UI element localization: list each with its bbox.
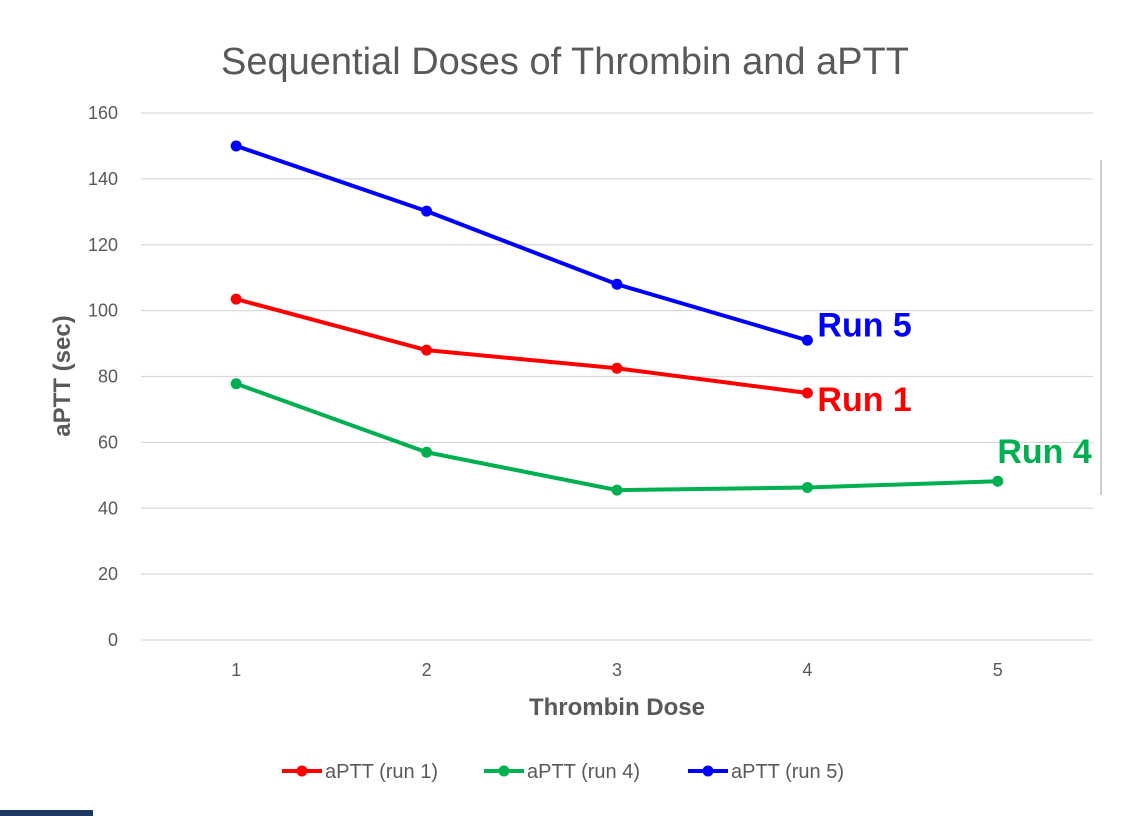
y-tick-label: 20	[98, 564, 118, 584]
data-point	[801, 387, 813, 399]
series-lines	[230, 140, 1004, 496]
x-tick-label: 2	[422, 660, 432, 680]
legend-item: aPTT (run 4)	[484, 761, 640, 783]
x-axis-title: Thrombin Dose	[529, 694, 705, 721]
series-line	[234, 297, 810, 395]
series-annotation: Run 4	[997, 433, 1092, 471]
data-point	[801, 334, 813, 346]
y-tick-label: 0	[108, 630, 118, 650]
y-tick-label: 120	[88, 235, 118, 255]
series-line	[234, 143, 810, 343]
legend-label: aPTT (run 4)	[527, 761, 640, 783]
y-tick-label: 100	[88, 301, 118, 321]
data-point	[992, 475, 1004, 487]
y-tick-label: 40	[98, 498, 118, 518]
legend-item: aPTT (run 5)	[688, 761, 844, 783]
x-tick-label: 5	[993, 660, 1003, 680]
series-annotation: Run 5	[817, 306, 911, 344]
series	[230, 378, 1004, 496]
data-point	[421, 344, 433, 356]
gridlines	[141, 112, 1093, 641]
series-annotations: Run 5 Run 1 Run 4	[817, 306, 1091, 471]
x-axis-ticks: 1 2 3 4 5	[231, 660, 1003, 680]
legend-label: aPTT (run 1)	[325, 761, 438, 783]
bottom-accent-bar	[0, 810, 93, 816]
data-point	[611, 362, 623, 374]
series	[230, 293, 813, 399]
series	[230, 140, 813, 346]
legend-swatch-marker	[702, 765, 714, 777]
y-tick-label: 160	[88, 103, 118, 123]
data-point	[230, 293, 242, 305]
x-tick-label: 3	[612, 660, 622, 680]
data-point	[230, 140, 242, 152]
legend-label: aPTT (run 5)	[731, 761, 844, 783]
chart-title: Sequential Doses of Thrombin and aPTT	[221, 41, 909, 83]
y-tick-label: 140	[88, 169, 118, 189]
data-point	[230, 378, 242, 390]
x-tick-label: 1	[231, 660, 241, 680]
legend-swatch-marker	[498, 765, 510, 777]
data-point	[801, 481, 813, 493]
y-tick-label: 60	[98, 432, 118, 452]
legend: aPTT (run 1) aPTT (run 4) aPTT (run 5)	[282, 761, 844, 783]
y-axis-ticks: 0 20 40 60 80 100 120 140 160	[88, 103, 118, 650]
y-axis-title: aPTT (sec)	[49, 315, 76, 436]
data-point	[611, 278, 623, 290]
data-point	[611, 484, 623, 496]
data-point	[421, 446, 433, 458]
legend-item: aPTT (run 1)	[282, 761, 438, 783]
data-point	[421, 205, 433, 217]
y-tick-label: 80	[98, 367, 118, 387]
legend-swatch-marker	[296, 765, 308, 777]
x-tick-label: 4	[802, 660, 812, 680]
series-annotation: Run 1	[817, 381, 911, 419]
